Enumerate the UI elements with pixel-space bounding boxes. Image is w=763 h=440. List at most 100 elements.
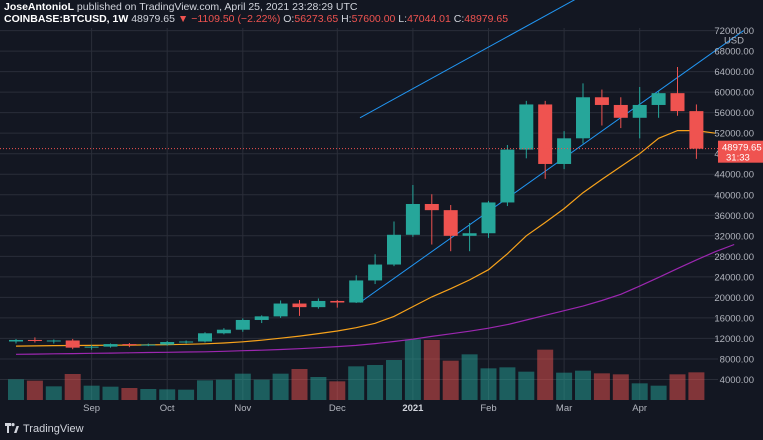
volume-bar: [631, 383, 648, 400]
y-tick-label: 24000.00: [714, 272, 754, 283]
volume-bar: [404, 339, 421, 400]
volume-bar: [178, 389, 195, 400]
y-tick-label: 68000.00: [714, 47, 754, 58]
candle-body[interactable]: [689, 111, 704, 149]
volume-bar: [650, 385, 667, 400]
candle-body[interactable]: [9, 339, 23, 342]
volume-bar: [197, 380, 213, 400]
volume-bar: [102, 386, 119, 400]
candle-body[interactable]: [670, 93, 685, 112]
candle-body[interactable]: [216, 329, 231, 334]
volume-bar: [669, 374, 686, 400]
candle-body[interactable]: [651, 93, 666, 105]
volume-bar: [159, 389, 176, 400]
last-price-badge: [718, 140, 763, 163]
volume-bar: [575, 370, 591, 400]
volume-bar: [461, 354, 478, 400]
volume-bar: [499, 367, 516, 400]
tradingview-logo[interactable]: TradingView: [5, 423, 84, 435]
volume-bar: [215, 379, 232, 400]
candle-body[interactable]: [273, 303, 288, 317]
candle-body[interactable]: [632, 104, 647, 118]
volume-bar: [234, 373, 251, 400]
x-tick-label: Nov: [234, 403, 251, 414]
candle-body[interactable]: [519, 104, 534, 150]
candle-body[interactable]: [65, 340, 80, 348]
volume-bar: [140, 389, 157, 400]
volume-bar: [556, 372, 573, 400]
author-name[interactable]: JoseAntonioL: [4, 1, 74, 13]
candle-body[interactable]: [538, 104, 553, 164]
y-axis-unit: USD: [724, 36, 744, 47]
candle-body[interactable]: [576, 97, 590, 139]
y-tick-label: 40000.00: [714, 190, 754, 201]
open-value: 56273.65: [294, 13, 339, 25]
y-tick-label: 52000.00: [714, 129, 754, 140]
candle-body[interactable]: [500, 149, 515, 203]
candle-body[interactable]: [27, 339, 42, 341]
candle-body[interactable]: [179, 341, 194, 343]
candle-body[interactable]: [387, 234, 401, 265]
trend-channel-line[interactable]: [359, 30, 744, 303]
candle-body[interactable]: [46, 340, 61, 342]
tradingview-icon: [5, 423, 19, 433]
symbol-label[interactable]: COINBASE:BTCUSD, 1W: [4, 13, 129, 25]
volume-bar: [367, 365, 384, 400]
volume-bar: [688, 372, 705, 400]
candle-body[interactable]: [254, 316, 269, 320]
candle-body[interactable]: [103, 344, 118, 347]
candle-body[interactable]: [557, 138, 572, 164]
moving-average-slow[interactable]: [15, 243, 735, 355]
candle-body[interactable]: [330, 300, 345, 303]
volume-bar: [291, 369, 308, 400]
price-change: ▼ −1109.50 (−2.22%): [177, 13, 281, 25]
candle-body[interactable]: [349, 280, 364, 303]
low-value: 47044.01: [407, 13, 451, 25]
candle-body[interactable]: [405, 203, 420, 235]
candle-body[interactable]: [424, 203, 439, 211]
x-tick-label: Mar: [556, 403, 572, 414]
y-tick-label: 28000.00: [714, 252, 754, 263]
volume-bar: [253, 379, 270, 400]
x-tick-label: Dec: [329, 403, 346, 414]
volume-bar: [348, 366, 365, 400]
volume-bar: [121, 388, 138, 400]
volume-bar: [83, 385, 100, 400]
candle-body[interactable]: [613, 104, 628, 118]
candle-countdown: 31:33: [726, 153, 750, 164]
x-tick-label: Oct: [160, 403, 175, 414]
y-tick-label: 32000.00: [714, 231, 754, 242]
y-tick-label: 72000.00: [714, 26, 754, 37]
chart-canvas[interactable]: 4000.00 8000.00 12000.00 16000.00 20000.00 24…: [0, 0, 763, 420]
y-tick-label: 36000.00: [714, 211, 754, 222]
candle-body[interactable]: [198, 333, 212, 342]
volume-bar: [310, 377, 327, 400]
candle-body[interactable]: [160, 342, 175, 345]
candle-body[interactable]: [311, 300, 326, 308]
candle-body[interactable]: [462, 233, 477, 236]
volume-bar: [272, 373, 289, 400]
open-label: O:: [283, 13, 295, 25]
volume-bar: [26, 380, 43, 400]
x-tick-label: Sep: [83, 403, 100, 414]
candle-body[interactable]: [84, 346, 99, 348]
volume-bar: [423, 340, 440, 400]
candle-body[interactable]: [368, 264, 383, 281]
close-label: C:: [453, 13, 465, 25]
last-price-badge-value: 48979.65: [722, 143, 762, 154]
volume-bar: [45, 386, 62, 400]
candle-body[interactable]: [141, 344, 156, 346]
published-text: published on TradingView.com, April 25, …: [76, 1, 358, 13]
x-tick-label: Feb: [480, 403, 496, 414]
candle-body[interactable]: [122, 344, 137, 346]
trend-channel-line[interactable]: [359, 0, 649, 119]
high-label: H:: [341, 13, 352, 25]
candle-body[interactable]: [235, 319, 250, 330]
volume-bar: [329, 381, 346, 400]
candle-body[interactable]: [292, 303, 307, 308]
candle-body[interactable]: [443, 210, 458, 236]
candle-body[interactable]: [594, 97, 609, 105]
volume-bar: [386, 360, 402, 400]
candle-body[interactable]: [481, 202, 496, 234]
